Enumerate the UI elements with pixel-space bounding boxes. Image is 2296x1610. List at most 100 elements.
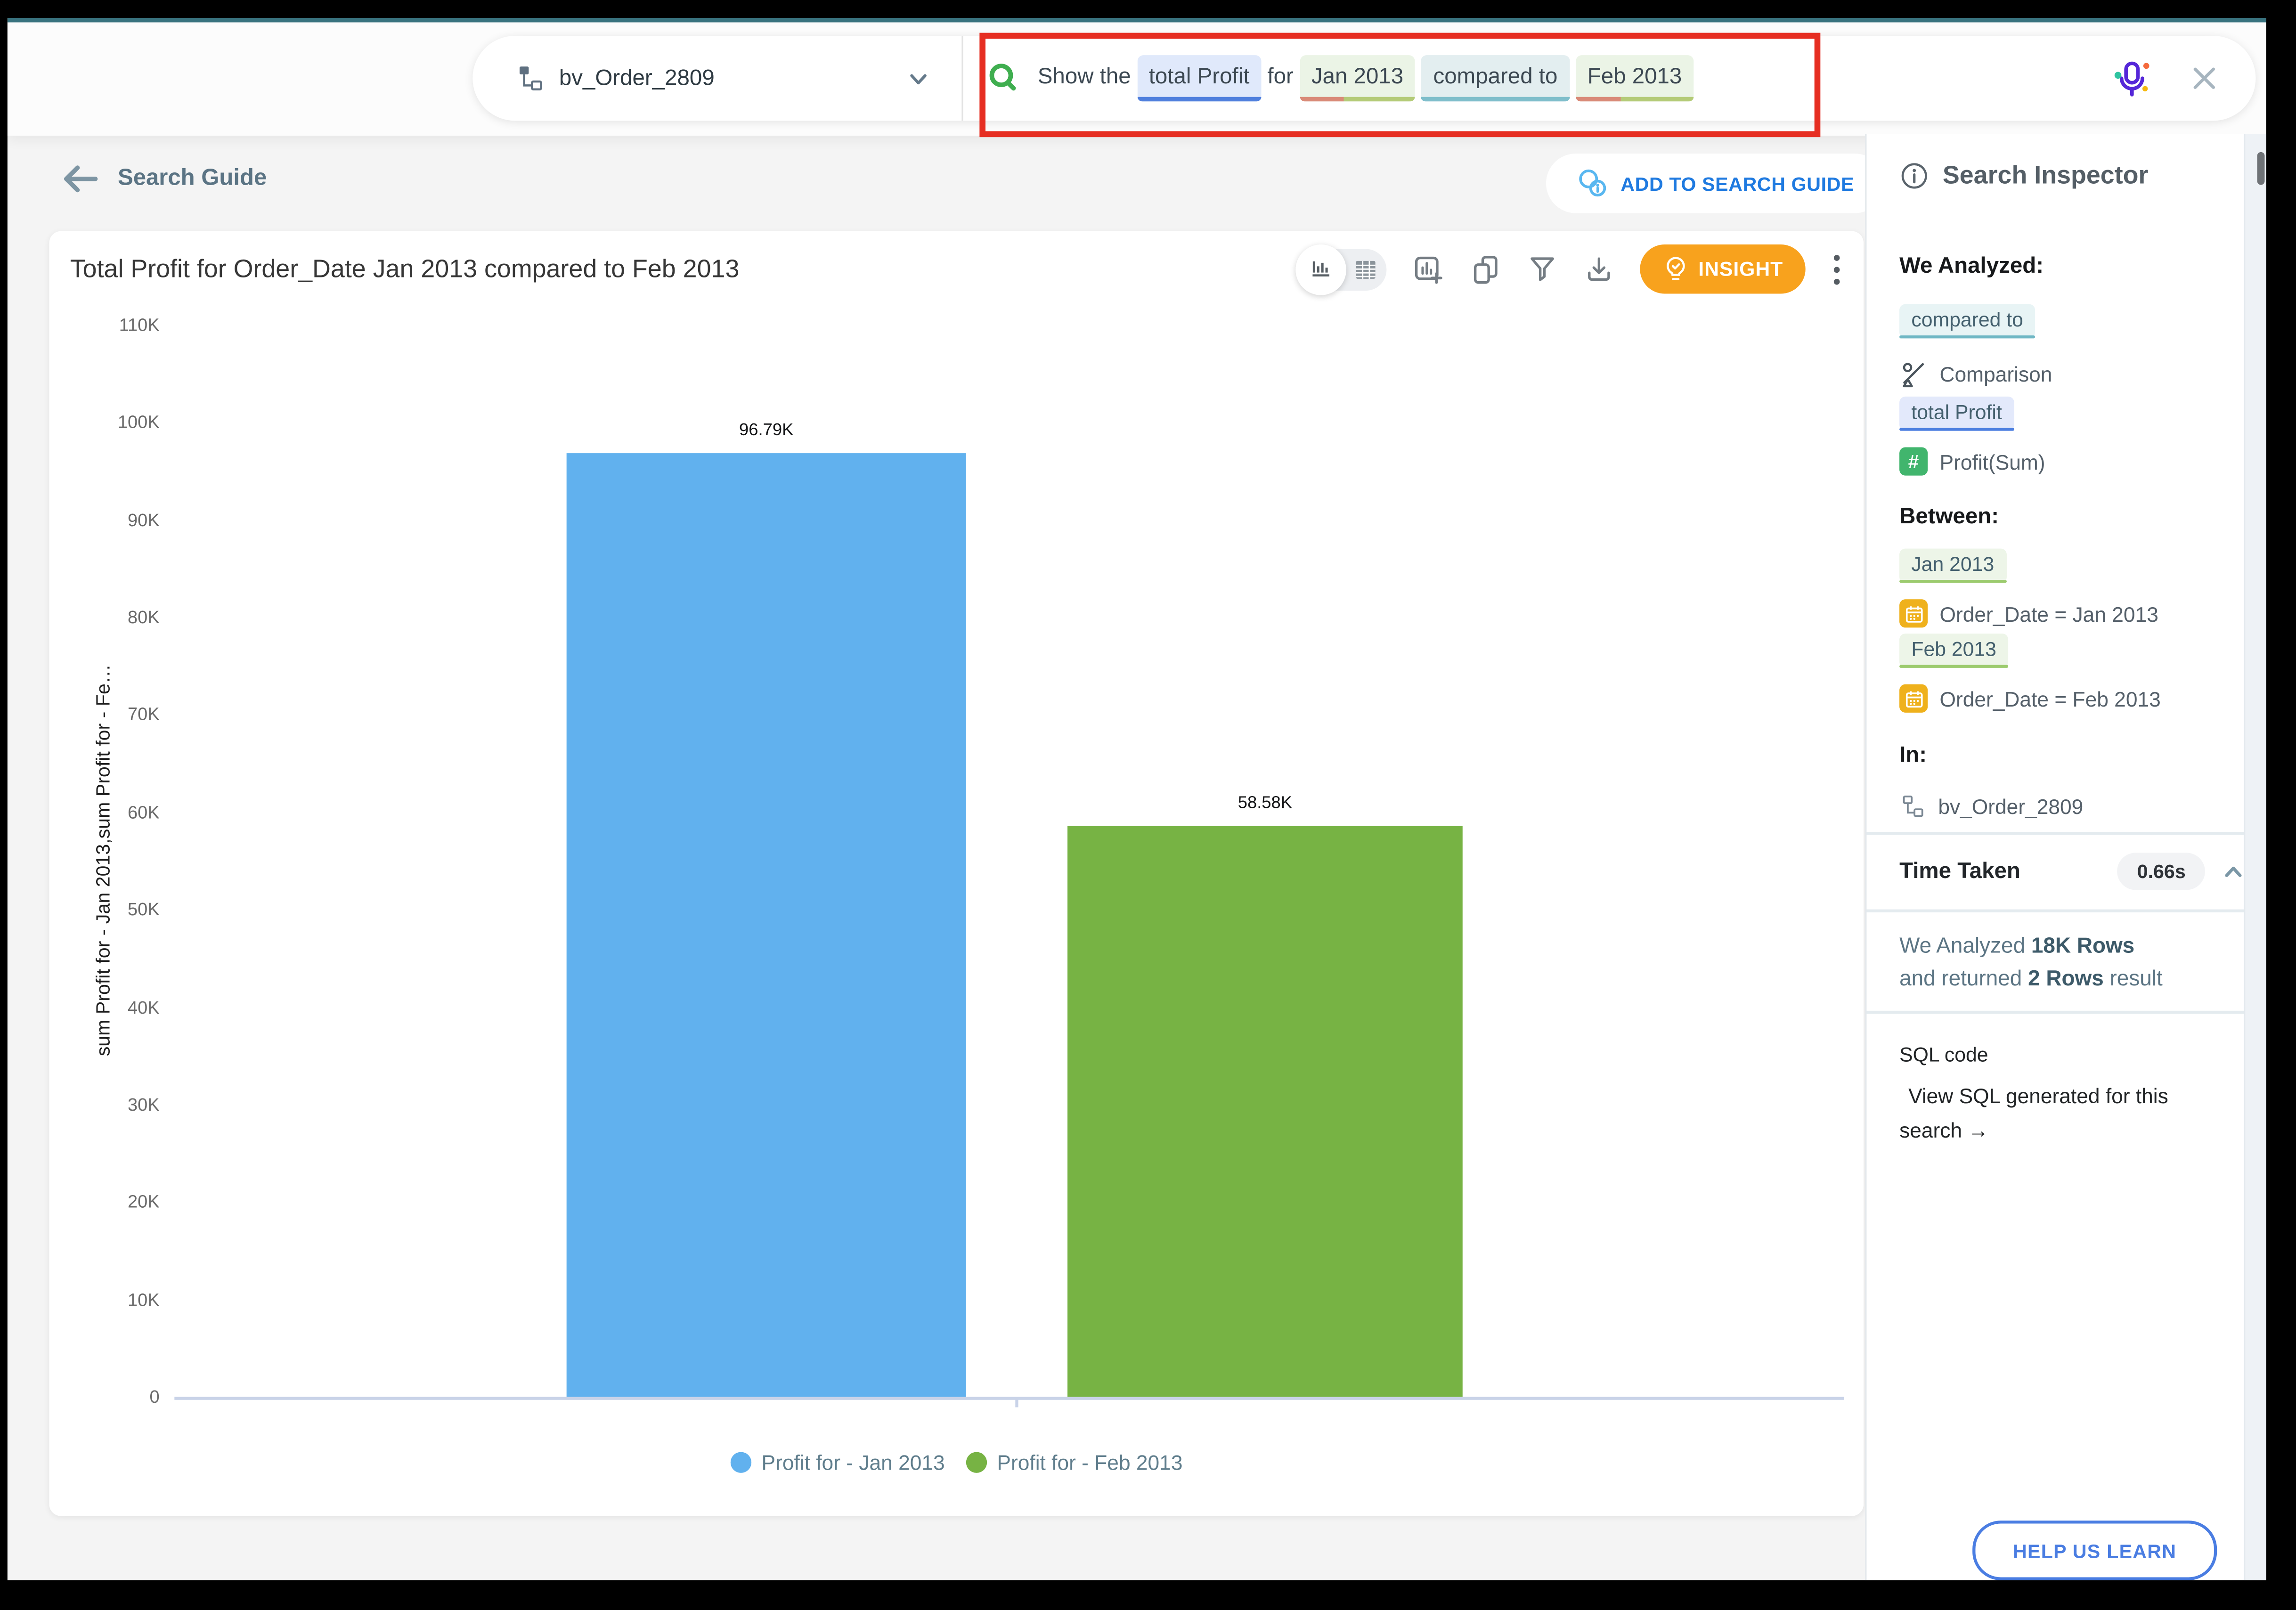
- y-tick-label: 30K: [128, 1094, 160, 1115]
- add-to-guide-icon: [1576, 167, 1609, 200]
- dataset-name: bv_Order_2809: [559, 65, 715, 91]
- y-tick-label: 0: [149, 1386, 160, 1407]
- legend-dot-green: [965, 1452, 987, 1473]
- card-toolbar: INSIGHT: [1295, 244, 1843, 295]
- search-icon: [987, 61, 1021, 96]
- query-token-measure[interactable]: total Profit: [1137, 55, 1262, 102]
- scrollbar-track[interactable]: [2244, 134, 2266, 1580]
- comparison-icon: [1899, 359, 1928, 388]
- measure-hash-icon: #: [1899, 447, 1928, 476]
- we-analyzed-heading: We Analyzed:: [1899, 253, 2044, 279]
- search-inspector-panel: Search Inspector We Analyzed: compared t…: [1865, 134, 2266, 1580]
- chevron-down-icon: [905, 65, 932, 92]
- query-token-plain: Show the: [1037, 64, 1131, 89]
- query-token-plain: for: [1267, 64, 1294, 89]
- y-tick-label: 110K: [119, 314, 160, 336]
- y-tick-label: 10K: [128, 1289, 160, 1310]
- add-to-guide-label: ADD TO SEARCH GUIDE: [1620, 172, 1855, 195]
- y-tick-label: 100K: [117, 412, 160, 433]
- x-axis-tick: [1015, 1397, 1018, 1407]
- close-icon[interactable]: [2189, 63, 2220, 94]
- app-window: bv_Order_2809 Show the total Profit for …: [7, 17, 2266, 1580]
- filter-icon[interactable]: [1527, 253, 1558, 285]
- scrollbar-thumb[interactable]: [2257, 152, 2265, 185]
- y-tick-label: 90K: [128, 509, 160, 530]
- back-link-label: Search Guide: [118, 165, 267, 191]
- chart-legend: Profit for - Jan 2013 Profit for - Feb 2…: [49, 1450, 1864, 1474]
- chart-view-toggle-active[interactable]: [1295, 244, 1347, 295]
- pill-divider: [961, 35, 963, 121]
- y-tick-label: 20K: [128, 1191, 160, 1212]
- arrow-right-icon: →: [1968, 1118, 1989, 1142]
- comparison-row: Comparison: [1899, 359, 2052, 388]
- dataset-selector[interactable]: bv_Order_2809: [472, 63, 961, 94]
- chip-feb-2013[interactable]: Feb 2013: [1899, 634, 2009, 668]
- jan-filter-row: Order_Date = Jan 2013: [1899, 599, 2158, 628]
- chart-plot-area: 96.79K 58.58K: [174, 325, 1844, 1407]
- help-us-learn-button[interactable]: HELP US LEARN: [1972, 1521, 2217, 1580]
- calendar-icon: [1899, 599, 1928, 628]
- query-token-date-feb[interactable]: Feb 2013: [1575, 55, 1694, 102]
- answer-card: Total Profit for Order_Date Jan 2013 com…: [49, 231, 1864, 1516]
- insight-bulb-icon: [1662, 255, 1689, 283]
- calendar-icon: [1899, 684, 1928, 713]
- chip-compared-to[interactable]: compared to: [1899, 304, 2035, 339]
- more-options-icon[interactable]: [1831, 251, 1842, 287]
- profit-sum-label: Profit(Sum): [1939, 449, 2045, 473]
- feb-filter-row: Order_Date = Feb 2013: [1899, 684, 2161, 713]
- top-accent-line: [7, 17, 2266, 23]
- divider: [1866, 1010, 2253, 1013]
- time-taken-value: 0.66s: [2117, 853, 2205, 890]
- inspector-title: Search Inspector: [1942, 161, 2149, 189]
- legend-label: Profit for - Jan 2013: [761, 1450, 945, 1475]
- chip-total-profit[interactable]: total Profit: [1899, 396, 2014, 431]
- add-to-search-guide-button[interactable]: ADD TO SEARCH GUIDE: [1546, 153, 1884, 213]
- y-tick-label: 80K: [128, 607, 160, 628]
- table-view-icon[interactable]: [1354, 257, 1378, 288]
- inspector-header: Search Inspector: [1899, 161, 2148, 191]
- inspector-dataset-label: bv_Order_2809: [1938, 794, 2084, 819]
- chart-table-toggle[interactable]: [1295, 244, 1387, 295]
- search-input[interactable]: Show the total Profit for Jan 2013 compa…: [963, 55, 2256, 102]
- chart-title: Total Profit for Order_Date Jan 2013 com…: [70, 255, 740, 284]
- data-source-icon: [514, 63, 546, 94]
- rows-analyzed-note: We Analyzed 18K Rows and returned 2 Rows…: [1899, 935, 2163, 992]
- profit-sum-row: # Profit(Sum): [1899, 447, 2045, 476]
- insight-button[interactable]: INSIGHT: [1640, 244, 1806, 294]
- bar-jan-2013[interactable]: 96.79K: [566, 423, 966, 1397]
- change-visualization-icon[interactable]: [1412, 252, 1445, 285]
- search-pill: bv_Order_2809 Show the total Profit for …: [472, 35, 2256, 121]
- insight-label: INSIGHT: [1698, 258, 1783, 281]
- top-bar: bv_Order_2809 Show the total Profit for …: [7, 22, 2266, 138]
- bar-value-label: 58.58K: [1238, 795, 1293, 813]
- y-tick-label: 60K: [128, 802, 160, 823]
- download-icon[interactable]: [1584, 253, 1615, 285]
- legend-item-jan[interactable]: Profit for - Jan 2013: [730, 1450, 945, 1474]
- query-token-keyword[interactable]: compared to: [1421, 55, 1570, 102]
- microphone-icon[interactable]: [2113, 57, 2151, 99]
- query-token-date-jan[interactable]: Jan 2013: [1299, 55, 1416, 102]
- rows-analyzed-count: 18K Rows: [2031, 935, 2135, 959]
- chip-jan-2013[interactable]: Jan 2013: [1899, 548, 2006, 583]
- in-heading: In:: [1899, 742, 1927, 768]
- chevron-up-icon[interactable]: [2220, 858, 2247, 885]
- data-source-icon: [1899, 793, 1926, 820]
- duplicate-icon[interactable]: [1470, 252, 1501, 285]
- y-tick-label: 50K: [128, 899, 160, 920]
- divider: [1866, 909, 2253, 912]
- view-sql-link[interactable]: View SQL generated for this search →: [1899, 1083, 2168, 1142]
- feb-filter-label: Order_Date = Feb 2013: [1939, 686, 2161, 711]
- back-to-search-guide[interactable]: Search Guide: [60, 163, 267, 195]
- dataset-row: bv_Order_2809: [1899, 793, 2083, 820]
- y-tick-label: 70K: [128, 704, 160, 725]
- time-taken-label: Time Taken: [1899, 858, 2020, 884]
- search-query-text: Show the total Profit for Jan 2013 compa…: [1034, 55, 1697, 102]
- legend-item-feb[interactable]: Profit for - Feb 2013: [965, 1450, 1183, 1474]
- bar-feb-2013[interactable]: 58.58K: [1067, 795, 1463, 1397]
- bar-value-label: 96.79K: [739, 422, 794, 440]
- sql-code-heading: SQL code: [1899, 1043, 1988, 1066]
- between-heading: Between:: [1899, 504, 1999, 529]
- bar-chart-icon: [1312, 261, 1329, 276]
- time-taken-row: Time Taken 0.66s: [1899, 853, 2247, 890]
